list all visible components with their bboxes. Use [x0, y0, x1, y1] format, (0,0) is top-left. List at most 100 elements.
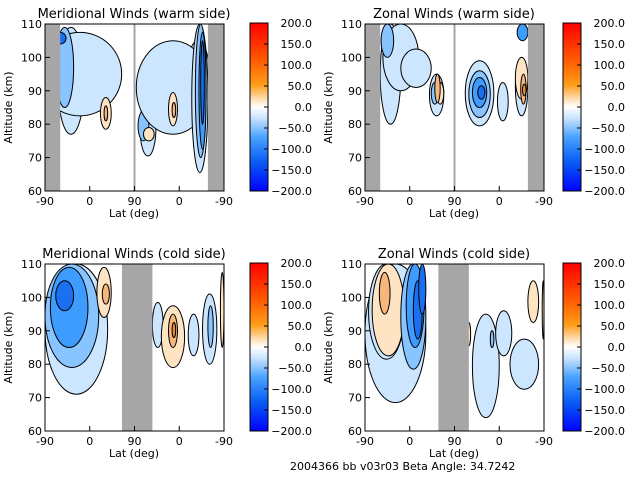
x-tick-label: -90	[356, 195, 374, 208]
colorbar-tick-label: 150.0	[594, 38, 626, 51]
y-tick-label: 100	[341, 51, 362, 64]
colorbar-tick-label: −200.0	[271, 425, 312, 438]
y-tick-label: 60	[28, 425, 42, 438]
contour-region	[434, 73, 441, 103]
contour-region	[219, 271, 224, 348]
colorbar-tick-label: 50.0	[288, 320, 313, 333]
colorbar-tick-label: 50.0	[288, 80, 313, 93]
colorbar-tick-label: −50.0	[278, 122, 312, 135]
y-tick-label: 110	[21, 258, 42, 271]
no-data-region	[45, 24, 61, 191]
no-data-region	[527, 24, 544, 191]
plot-area	[365, 264, 544, 431]
plot-area	[45, 264, 224, 431]
colorbar-tick-label: 200.0	[594, 257, 626, 270]
colorbar-tick-label: 0.0	[608, 101, 626, 114]
contour-region	[200, 40, 205, 125]
y-tick-label: 80	[28, 118, 42, 131]
x-tick-label: 0	[176, 435, 183, 448]
contour-region	[207, 305, 214, 348]
x-tick-label: 90	[448, 195, 462, 208]
x-tick-label: 0	[86, 195, 93, 208]
x-tick-label: 0	[496, 435, 503, 448]
y-tick-label: 100	[341, 291, 362, 304]
colorbar-tick-label: 100.0	[281, 299, 313, 312]
y-axis-label: Altitude (km)	[322, 71, 335, 143]
colorbar-tick-label: −50.0	[278, 362, 312, 375]
y-tick-label: 90	[348, 85, 362, 98]
x-tick-label: -90	[356, 435, 374, 448]
colorbar-tick-label: 100.0	[594, 59, 626, 72]
colorbar-tick-label: 150.0	[281, 278, 313, 291]
contour-region	[400, 48, 432, 88]
panel-title: Zonal Winds (cold side)	[378, 247, 530, 262]
colorbar-tick-label: −150.0	[271, 164, 312, 177]
x-axis-label: Lat (deg)	[429, 207, 479, 220]
x-tick-label: 0	[176, 195, 183, 208]
y-tick-label: 80	[348, 118, 362, 131]
contour-region	[522, 83, 527, 97]
colorbar-tick-label: −200.0	[271, 185, 312, 198]
x-axis-label: Lat (deg)	[429, 447, 479, 460]
y-tick-label: 90	[348, 325, 362, 338]
contour-region	[509, 338, 540, 390]
y-axis-label: Altitude (km)	[322, 311, 335, 383]
x-tick-label: 0	[406, 195, 413, 208]
colorbar-tick-label: 200.0	[594, 17, 626, 30]
panel: Zonal Winds (warm side)-90 0 90 0 -906070809…	[322, 7, 625, 220]
contour-region	[380, 24, 395, 58]
colorbar-tick-label: 0.0	[295, 341, 313, 354]
x-tick-label: -90	[36, 195, 54, 208]
colorbar-tick-label: 0.0	[295, 101, 313, 114]
contour-region	[495, 310, 513, 357]
colorbar-tick-label: −200.0	[584, 425, 625, 438]
colorbar-tick-label: 50.0	[601, 320, 626, 333]
x-tick-label: -90	[36, 435, 54, 448]
x-tick-label: 0	[406, 435, 413, 448]
colorbar-tick-label: 100.0	[281, 59, 313, 72]
y-tick-label: 90	[28, 325, 42, 338]
y-tick-label: 110	[21, 18, 42, 31]
contour-region	[489, 330, 495, 349]
contour-region	[527, 280, 540, 323]
y-tick-label: 70	[28, 392, 42, 405]
panel-title: Meridional Winds (cold side)	[42, 247, 225, 262]
contour-region	[378, 271, 391, 315]
contour-region	[171, 321, 177, 338]
colorbar-tick-label: 150.0	[594, 278, 626, 291]
x-axis-label: Lat (deg)	[109, 447, 159, 460]
y-axis-label: Altitude (km)	[2, 311, 15, 383]
contour-region	[55, 280, 75, 312]
colorbar-tick-label: 100.0	[594, 299, 626, 312]
panel: Meridional Winds (warm side)-90 0 90 0 -9060…	[2, 7, 312, 220]
colorbar-tick-label: −50.0	[591, 362, 625, 375]
colorbar-tick-label: 150.0	[281, 38, 313, 51]
colorbar-tick-label: −50.0	[591, 122, 625, 135]
contour-region	[516, 24, 529, 42]
colorbar-tick-label: −150.0	[584, 404, 625, 417]
contour-region	[101, 283, 110, 305]
y-tick-label: 60	[348, 185, 362, 198]
colorbar-tick-label: −100.0	[584, 383, 625, 396]
no-data-region	[207, 24, 224, 191]
colorbar-tick-label: 0.0	[608, 341, 626, 354]
y-tick-label: 100	[21, 291, 42, 304]
colorbar-tick-label: −200.0	[584, 185, 625, 198]
y-tick-label: 60	[28, 185, 42, 198]
colorbar-tick-label: 200.0	[281, 257, 313, 270]
x-tick-label: 0	[86, 435, 93, 448]
y-tick-label: 60	[348, 425, 362, 438]
contour-region	[171, 101, 177, 119]
colorbar-tick-label: −100.0	[271, 143, 312, 156]
plot-area	[45, 24, 224, 191]
contour-region	[187, 313, 200, 357]
panel-title: Meridional Winds (warm side)	[38, 7, 231, 22]
no-data-region	[365, 24, 381, 191]
y-axis-label: Altitude (km)	[2, 71, 15, 143]
contour-region	[496, 81, 509, 122]
x-tick-label: 90	[448, 435, 462, 448]
panel: Meridional Winds (cold side)-90 0 90 0 -9060…	[2, 247, 312, 460]
footer-info: 2004366 bb v03r03 Beta Angle: 34.7242	[290, 460, 515, 473]
colorbar-tick-label: −100.0	[584, 143, 625, 156]
